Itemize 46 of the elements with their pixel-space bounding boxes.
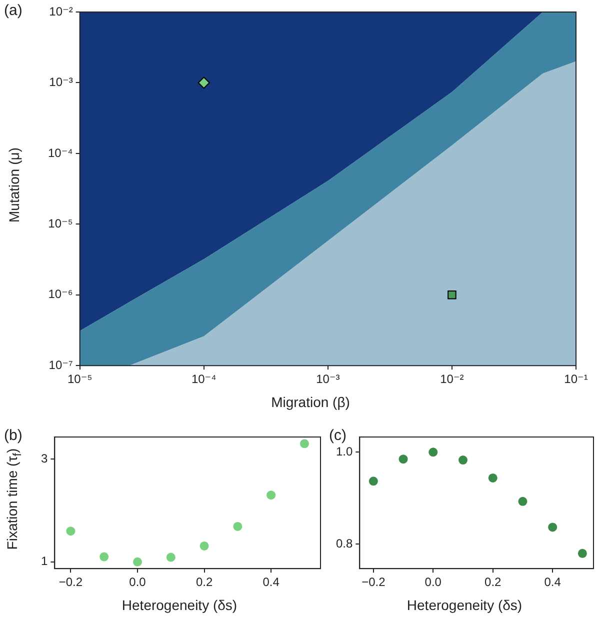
point [266, 490, 276, 500]
y-tick-label: 0.8 [336, 536, 353, 551]
x-tick-label: 0.2 [196, 575, 213, 590]
point [66, 526, 76, 536]
point [518, 496, 528, 506]
point [132, 557, 142, 566]
x-tick-label: 10⁻³ [316, 372, 340, 386]
text: (b) [4, 427, 22, 444]
x-tick-label: −0.2 [58, 575, 83, 590]
point [100, 552, 109, 562]
point [398, 454, 408, 464]
x-tick-label: 0.0 [129, 575, 146, 590]
x-tick-label: 10⁻⁵ [68, 372, 92, 386]
y-tick-label: 1.0 [336, 444, 353, 458]
x-tick-label: −0.2 [362, 575, 386, 590]
y-tick-label: 3 [40, 451, 48, 466]
y-tick-label: 10⁻⁶ [48, 287, 73, 302]
y-tick-label: 10⁻⁴ [48, 146, 73, 160]
x-axis-title: Heterogeneity (δs) [122, 597, 238, 613]
text: (c) [329, 427, 346, 444]
x-tick-label: 0.4 [544, 575, 562, 590]
point [200, 541, 209, 550]
text: (a) [4, 2, 22, 19]
x-tick-label: 0.2 [484, 575, 502, 590]
point [166, 552, 176, 562]
x-tick-label: 0.4 [262, 575, 280, 590]
x-tick-label: 0.0 [424, 575, 442, 590]
y-tick-label: 10⁻³ [49, 75, 73, 90]
y-tick-label: 10⁻⁷ [48, 358, 73, 372]
x-tick-label: 10⁻⁴ [191, 372, 216, 386]
x-axis-title: Migration (β) [271, 394, 350, 410]
y-axis-title: Mutation (μ) [6, 148, 22, 222]
point [428, 448, 438, 457]
point [233, 522, 242, 531]
point [548, 522, 558, 532]
point [578, 548, 587, 558]
y-tick-label: 10⁻⁵ [48, 216, 73, 230]
point [458, 456, 468, 465]
point [300, 439, 309, 448]
x-tick-label: 10⁻¹ [564, 372, 588, 386]
x-axis-title: Heterogeneity (δs) [406, 597, 522, 613]
y-tick-label: 10⁻² [49, 4, 73, 18]
y-tick-label: 1 [40, 554, 48, 568]
point [368, 476, 378, 486]
point [488, 473, 498, 482]
x-tick-label: 10⁻² [440, 372, 464, 386]
